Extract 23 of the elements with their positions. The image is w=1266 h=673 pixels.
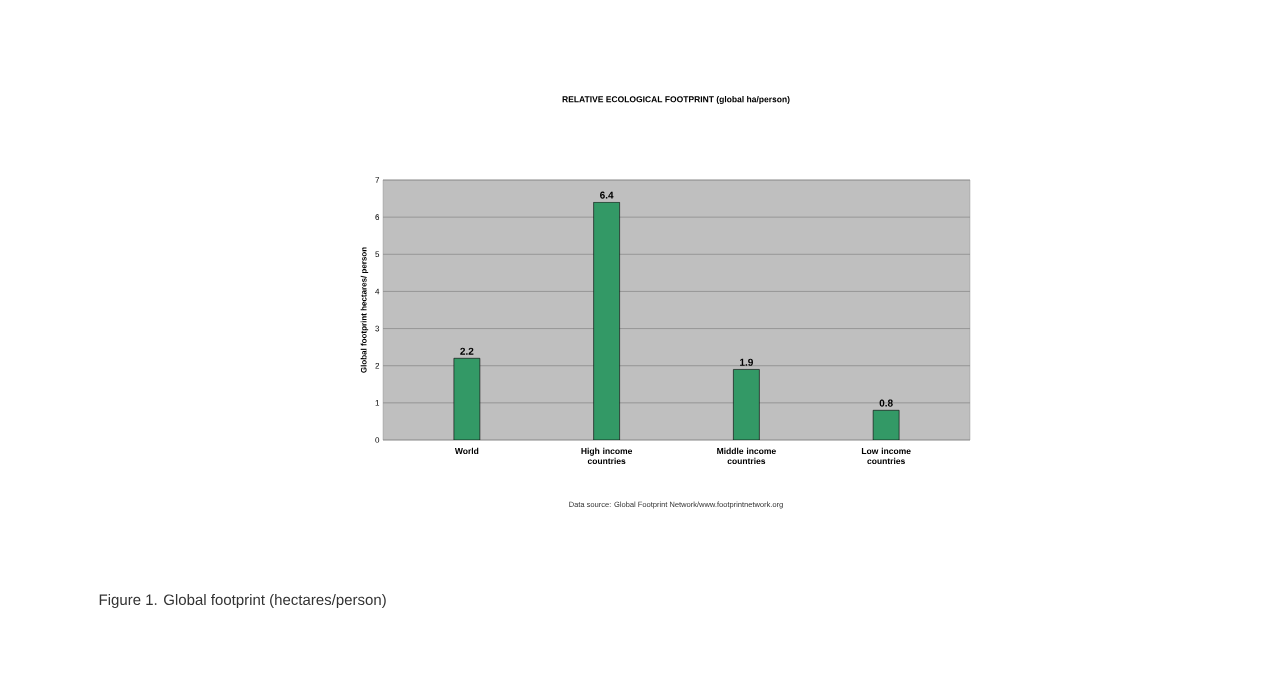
bar <box>872 409 900 440</box>
x-tick-label: Middle income countries <box>717 447 776 465</box>
y-tick-label: 2 <box>375 362 380 369</box>
chart-title: RELATIVE ECOLOGICAL FOOTPRINT (global ha/person) <box>562 96 790 104</box>
y-tick-label: 4 <box>375 288 380 295</box>
y-tick-label: 1 <box>375 400 380 406</box>
y-tick-label: 7 <box>375 177 380 183</box>
bar <box>453 357 481 440</box>
y-tick-label: 0 <box>375 437 380 443</box>
caption: Figure 1. Global footprint (hectares/person) <box>99 594 386 608</box>
bar <box>593 201 620 440</box>
y-tick-label: 3 <box>375 325 380 332</box>
y-tick-label: 6 <box>375 214 380 220</box>
bar <box>733 369 760 440</box>
data-label: 6.4 <box>600 191 614 199</box>
data-label: 1.9 <box>740 358 753 366</box>
y-axis-title: Global footprint hectares/ person <box>360 247 369 373</box>
x-tick-label: High income countries <box>581 447 633 465</box>
x-tick-label: Low income countries <box>861 447 911 465</box>
data-label: 0.8 <box>879 399 893 407</box>
y-tick-label: 5 <box>375 251 380 258</box>
data-label: 2.2 <box>460 347 474 355</box>
x-tick-label: World <box>454 447 479 455</box>
